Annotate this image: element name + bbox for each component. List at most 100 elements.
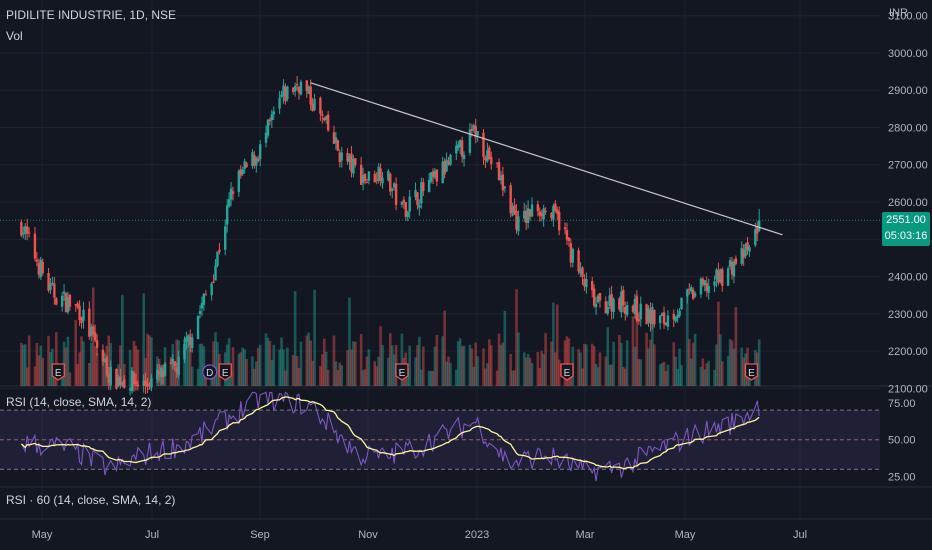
candle-body — [748, 246, 751, 252]
dividend-marker-letter: D — [206, 368, 213, 379]
candle-body — [705, 283, 708, 291]
candle-body — [594, 304, 598, 308]
volume-bar — [148, 335, 151, 386]
candle-body — [571, 248, 574, 263]
volume-bar — [740, 347, 744, 386]
candle-body — [433, 170, 437, 178]
volume-bar — [730, 340, 734, 386]
candle-body — [402, 199, 406, 203]
candle-body — [243, 161, 246, 169]
volume-bar — [526, 353, 530, 386]
candle-body — [680, 297, 683, 310]
candle-body — [214, 265, 217, 281]
candle-body — [554, 203, 557, 211]
candle-body — [130, 370, 134, 392]
rsi-title: RSI (14, close, SMA, 14, 2) — [6, 395, 152, 409]
volume-bar — [631, 316, 635, 386]
candle-body — [309, 86, 312, 105]
volume-bar — [266, 337, 270, 386]
candle-body — [280, 94, 283, 98]
candle-body — [27, 232, 31, 234]
candle-body — [158, 371, 161, 375]
volume-bar — [503, 310, 507, 386]
candle-body — [631, 305, 635, 312]
candle-body — [107, 373, 110, 383]
candle-body — [375, 179, 378, 181]
earnings-marker: E — [218, 363, 232, 381]
last-price-tag: 2551.00 05:03:16 — [882, 212, 930, 246]
volume-bar — [243, 349, 246, 386]
candle-body — [645, 304, 648, 325]
volume-bar — [25, 367, 29, 386]
candle-body — [639, 303, 642, 320]
candles — [20, 75, 761, 396]
candle-body — [123, 379, 126, 388]
candle-body — [703, 280, 707, 286]
candle-body — [47, 273, 50, 291]
volume-bar — [598, 352, 602, 386]
price-tick-label: 2400.00 — [888, 272, 928, 284]
volume-bar — [499, 344, 503, 386]
volume-bar — [435, 334, 439, 386]
candle-body — [664, 322, 668, 326]
volume-bar — [101, 349, 105, 386]
candle-body — [53, 283, 56, 298]
volume-bar — [231, 347, 235, 386]
candle-body — [33, 233, 37, 259]
candle-body — [49, 283, 52, 290]
candle-body — [216, 251, 219, 266]
candle-body — [445, 159, 448, 172]
candle-body — [136, 384, 140, 387]
volume-bar — [20, 342, 23, 386]
volume-bar — [664, 371, 668, 386]
volume-bar — [608, 364, 611, 386]
candle-body — [266, 119, 270, 136]
volume-bar — [352, 341, 355, 386]
volume-bar — [693, 333, 697, 386]
volume-bar — [68, 372, 72, 386]
volume-bar — [620, 343, 623, 386]
candle-body — [321, 114, 324, 116]
candle-body — [672, 313, 675, 320]
time-tick-label: May — [32, 529, 53, 541]
price-tick-label: 2100.00 — [888, 383, 928, 395]
volume-bar — [489, 345, 493, 386]
candle-body — [416, 192, 419, 206]
volume-bar — [291, 354, 295, 386]
candle-body — [134, 381, 138, 384]
volume-bar — [202, 346, 206, 386]
candle-body — [105, 357, 108, 376]
volume-bar — [524, 357, 528, 386]
volume-bar — [361, 370, 365, 386]
candle-body — [212, 281, 215, 283]
earnings-marker-letter: E — [399, 368, 406, 379]
candle-body — [550, 212, 553, 218]
candle-body — [583, 278, 586, 287]
dividend-marker-shape — [202, 364, 218, 380]
volume-bar — [379, 326, 382, 386]
volume-bar — [241, 347, 245, 386]
volume-bar — [363, 369, 367, 386]
candle-body — [66, 297, 70, 313]
candle-body — [169, 363, 173, 365]
volume-bar — [350, 349, 353, 386]
candle-body — [427, 180, 431, 193]
volume-bar — [365, 356, 369, 386]
volume-bar — [742, 357, 745, 386]
candle-body — [187, 335, 190, 340]
candle-body — [270, 114, 274, 121]
candle-body — [251, 152, 254, 167]
candle-body — [258, 144, 262, 160]
volume-bar — [612, 341, 615, 386]
candle-body — [604, 301, 607, 314]
volume-bar — [680, 365, 683, 386]
price-tick-label: 3000.00 — [888, 48, 928, 60]
candle-body — [307, 86, 310, 94]
volume-bar — [245, 358, 248, 386]
volume-bar — [590, 343, 594, 386]
volume-bar — [427, 370, 431, 386]
volume-bar — [188, 333, 192, 386]
volume-bar — [472, 366, 476, 386]
